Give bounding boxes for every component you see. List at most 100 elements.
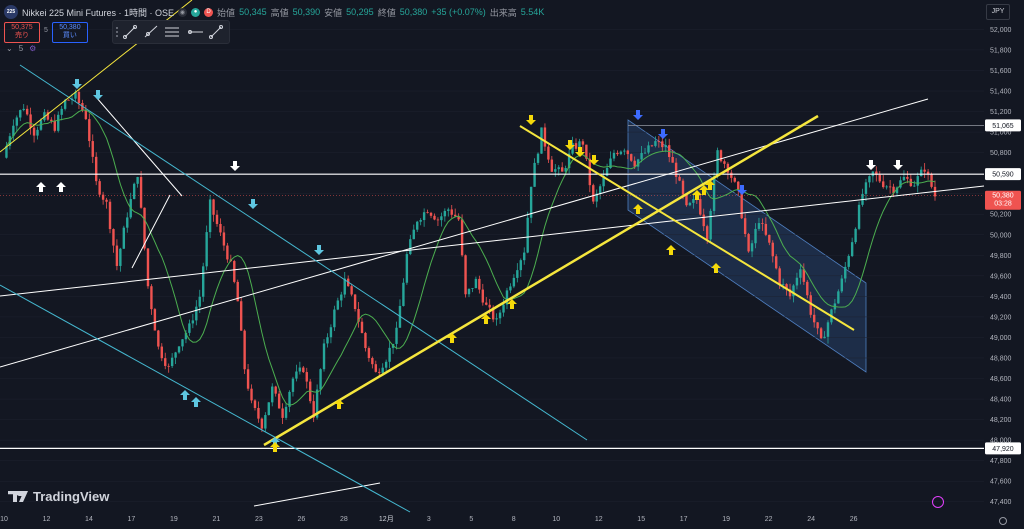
sell-button[interactable]: 50,375 売り: [4, 22, 40, 43]
candle-body: [536, 153, 540, 163]
trend-line-white-4[interactable]: [131, 194, 171, 269]
candle-body: [757, 223, 761, 229]
candle-body: [764, 223, 768, 235]
trend-line-white-1[interactable]: [0, 185, 985, 297]
candle-body: [854, 228, 857, 243]
candle-body: [550, 159, 554, 172]
candle-body: [367, 348, 371, 359]
white-arrow-icon: [56, 182, 66, 192]
candle-body: [19, 110, 22, 118]
parallel-channel-icon[interactable]: [165, 27, 179, 37]
candle-body: [526, 217, 529, 253]
candle-body: [457, 216, 460, 220]
x-tick-label: 12: [43, 516, 51, 523]
candle-body: [284, 406, 288, 418]
y-tick-label: 51,000: [990, 130, 1012, 137]
pen-icon[interactable]: [209, 25, 223, 39]
candle-body: [312, 401, 315, 418]
drag-handle-icon[interactable]: [116, 27, 118, 37]
candle-body: [295, 371, 298, 379]
eye-icon[interactable]: ◉: [178, 7, 188, 17]
candle-body: [46, 112, 50, 120]
candle-body: [364, 332, 367, 349]
trend-line-white-5[interactable]: [253, 482, 381, 507]
candle-body: [101, 194, 105, 200]
currency-selector[interactable]: JPY: [986, 4, 1010, 20]
x-tick-label: 8: [512, 516, 516, 523]
x-tick-label: 21: [213, 516, 221, 523]
candle-body: [768, 234, 771, 243]
trend-line-yellow-2[interactable]: [263, 114, 819, 447]
quantity-field[interactable]: 5: [44, 27, 48, 34]
yellow-arrow-icon: [711, 263, 721, 273]
candle-body: [502, 304, 505, 313]
candle-body: [857, 204, 861, 229]
horizontal-ray-icon[interactable]: [188, 30, 204, 34]
candle-body: [643, 152, 647, 154]
candle-body: [322, 343, 326, 370]
candle-body: [257, 407, 260, 419]
change-value: +35 (+0.07%): [431, 7, 486, 17]
price-tag-lower[interactable]: [985, 442, 1021, 455]
candle-body: [723, 161, 726, 164]
indicator-settings-icon[interactable]: ⚙: [29, 44, 37, 53]
lightning-icon[interactable]: [932, 496, 944, 508]
candle-body: [737, 181, 740, 190]
candle-body: [191, 320, 195, 324]
indicator-toggle[interactable]: ⌄ 5 ⚙: [6, 44, 36, 53]
candle-body: [557, 167, 560, 170]
buy-label: 買い: [62, 32, 77, 39]
delayed-data-icon[interactable]: D: [204, 7, 214, 17]
candle-body: [388, 347, 391, 362]
trend-line-icon[interactable]: [123, 25, 137, 39]
cyan-arrow-icon: [314, 245, 324, 255]
trend-line-yellow-3[interactable]: [519, 125, 855, 331]
white-arrow-icon: [893, 160, 903, 170]
symbol-logo[interactable]: 225: [4, 5, 18, 19]
yellow-arrow-icon: [507, 299, 517, 309]
candle-body: [302, 367, 305, 373]
candle-body: [25, 108, 29, 115]
indicator-count: 5: [18, 44, 24, 53]
candle-body: [812, 314, 816, 323]
candle-body: [29, 114, 32, 128]
buy-price: 50,380: [59, 24, 81, 31]
price-tag-mid[interactable]: [985, 168, 1021, 181]
price-tag-upper[interactable]: [985, 119, 1021, 132]
trend-line-cyan-2[interactable]: [0, 284, 411, 513]
candle-body: [878, 174, 881, 182]
cyan-arrow-icon: [93, 90, 103, 100]
price-tag-last[interactable]: [985, 190, 1021, 210]
candle-body: [864, 182, 868, 194]
candle-body: [253, 400, 257, 408]
candle-body: [77, 91, 81, 104]
candle-body: [126, 217, 129, 228]
high-label: 高値: [270, 7, 289, 18]
y-tick-label: 50,000: [990, 232, 1012, 239]
candle-body: [612, 152, 616, 159]
candle-body: [850, 242, 854, 257]
candle-body: [378, 371, 381, 373]
buy-button[interactable]: 50,380 買い: [51, 22, 88, 43]
candle-body: [485, 302, 488, 305]
y-tick-label: 49,200: [990, 314, 1012, 321]
candle-body: [139, 177, 143, 208]
yellow-arrow-icon: [565, 140, 575, 150]
trend-line-white-3[interactable]: [95, 96, 183, 197]
x-tick-label: 26: [850, 516, 858, 523]
candle-body: [498, 312, 502, 319]
chevron-down-icon[interactable]: ⌄: [6, 44, 13, 53]
candle-body: [678, 176, 681, 181]
descending-channel[interactable]: [627, 119, 867, 373]
y-tick-label: 48,600: [990, 376, 1012, 383]
candle-body: [895, 187, 899, 194]
candle-body: [115, 245, 119, 266]
trend-line-cyan-1[interactable]: [19, 64, 588, 441]
settings-gear-icon[interactable]: [999, 517, 1007, 525]
candle-body: [174, 352, 177, 358]
candle-body: [657, 141, 661, 142]
ray-icon[interactable]: [144, 25, 158, 38]
candle-body: [419, 220, 422, 222]
symbol-title[interactable]: Nikkei 225 Mini Futures · 1時間 · OSE: [22, 7, 175, 18]
